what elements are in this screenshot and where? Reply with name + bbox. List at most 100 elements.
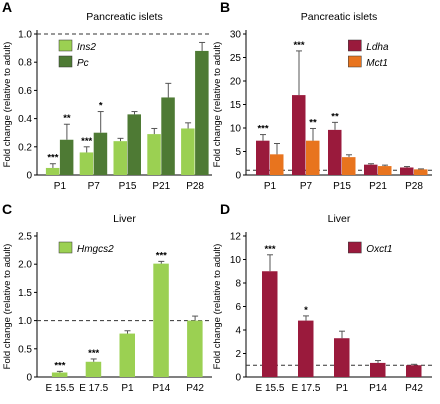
bar-oxct1-p42 [406, 365, 422, 377]
y-tick-label: 25 [230, 53, 242, 64]
x-tick-label: P28 [186, 181, 204, 192]
bar-ins2-p1 [45, 167, 60, 175]
bar-pc-p7 [93, 132, 108, 175]
x-tick-label: P1 [121, 383, 134, 394]
y-tick-label: 12 [230, 232, 242, 243]
bar-hmgcs2-p14 [153, 263, 169, 377]
legend-label: Mct1 [366, 58, 388, 69]
y-tick-label: 8 [235, 279, 241, 290]
chart-title: Liver [113, 213, 136, 225]
bar-hmgcs2-p1 [119, 333, 135, 377]
significance-label: *** [47, 153, 58, 164]
y-tick-label: 6 [235, 302, 241, 313]
legend-label: Ins2 [77, 42, 96, 53]
bar-pc-p15 [127, 114, 141, 175]
y-tick-label: 20 [230, 77, 242, 88]
bar-ldha-p28 [400, 167, 414, 175]
x-tick-label: P14 [369, 383, 387, 394]
legend-swatch [348, 241, 362, 254]
panel-d: D Liver Fold change (relative to adult) 0 2 4… [212, 201, 432, 394]
x-tick-label: P42 [186, 383, 204, 394]
x-tick-label: P21 [369, 181, 387, 192]
y-axis-label: Fold change (relative to adult) [212, 244, 223, 370]
y-tick-label: 1.0 [18, 316, 32, 327]
bar-ins2-p28 [181, 128, 195, 175]
legend-swatch [58, 39, 73, 52]
panel-c: C Liver Fold change (relative to adult) 0 0.… [2, 201, 212, 394]
bar-mct1-p21 [378, 166, 392, 175]
legend-swatch [58, 55, 73, 68]
y-tick-label: 2.0 [18, 260, 32, 271]
legend-label: Ldha [366, 42, 389, 53]
significance-label: ** [309, 117, 317, 128]
chart-title: Liver [328, 213, 351, 225]
legend-label: Oxct1 [366, 244, 392, 255]
y-tick-label: 0.2 [18, 142, 32, 153]
panel-b: B Pancreatic islets Fold change (relative … [212, 0, 432, 192]
significance-label: *** [156, 250, 167, 261]
x-tick-label: P42 [405, 383, 423, 394]
y-tick-label: 0.5 [18, 344, 32, 355]
significance-label: ** [331, 111, 339, 122]
y-tick-label: 0 [235, 171, 241, 182]
legend-label: Pc [77, 58, 89, 69]
x-tick-label: E 17.5 [292, 383, 321, 394]
legend-swatch [348, 39, 362, 52]
x-tick-label: P1 [264, 181, 277, 192]
significance-label: *** [88, 348, 99, 359]
x-tick-label: P7 [300, 181, 313, 192]
panel-letter: B [220, 0, 230, 15]
bar-ins2-p15 [113, 141, 127, 175]
bar-mct1-p7 [306, 140, 320, 175]
x-tick-label: P21 [152, 181, 170, 192]
y-tick-label: 4 [235, 326, 241, 337]
significance-label: ** [63, 113, 71, 124]
significance-label: * [99, 101, 103, 112]
bar-hmgcs2-e15.5 [51, 372, 68, 377]
y-tick-label: 2.5 [18, 232, 32, 243]
y-tick-label: 0 [235, 373, 241, 384]
bar-ins2-p7 [79, 152, 94, 175]
x-tick-label: E 15.5 [256, 383, 285, 394]
bar-pc-p28 [195, 50, 209, 175]
x-tick-label: E 15.5 [45, 383, 74, 394]
legend-label: Hmgcs2 [77, 244, 114, 255]
x-tick-label: P1 [54, 181, 67, 192]
legend: Hmgcs2 [58, 241, 114, 255]
significance-label: *** [81, 136, 92, 147]
chart-title: Pancreatic islets [301, 11, 377, 23]
bar-pc-p1 [59, 139, 74, 175]
bar-ldha-p7 [292, 95, 306, 175]
y-axis-label: Fold change (relative to adult) [212, 42, 223, 168]
y-tick-label: 5 [235, 147, 241, 158]
bar-hmgcs2-e17.5 [85, 361, 102, 377]
bar-mct1-p15 [342, 157, 356, 175]
y-tick-label: 0.8 [18, 58, 32, 69]
bar-ins2-p21 [147, 134, 161, 175]
panel-letter: D [220, 201, 230, 217]
x-tick-label: P7 [88, 181, 101, 192]
legend: Ins2 Pc [58, 39, 96, 69]
y-tick-label: 10 [230, 255, 242, 266]
y-tick-label: 2 [235, 349, 241, 360]
legend: Oxct1 [348, 241, 392, 255]
y-tick-label: 30 [230, 30, 242, 41]
y-tick-label: 15 [230, 100, 242, 111]
bar-oxct1-p1 [334, 338, 350, 377]
y-axis-label: Fold change (relative to adult) [2, 244, 13, 370]
bar-oxct1-e17.5 [298, 320, 314, 377]
significance-label: *** [54, 360, 65, 371]
x-tick-label: P1 [336, 383, 349, 394]
x-tick-label: P28 [405, 181, 423, 192]
significance-label: * [304, 305, 308, 316]
y-tick-label: 0.4 [18, 114, 32, 125]
x-tick-label: P15 [119, 181, 137, 192]
y-tick-label: 1.0 [18, 30, 32, 41]
x-tick-label: P14 [152, 383, 170, 394]
y-tick-label: 0.6 [18, 86, 32, 97]
significance-label: *** [257, 124, 268, 135]
bar-hmgcs2-p42 [187, 320, 203, 377]
y-tick-label: 0 [26, 171, 32, 182]
x-tick-label: E 17.5 [79, 383, 108, 394]
